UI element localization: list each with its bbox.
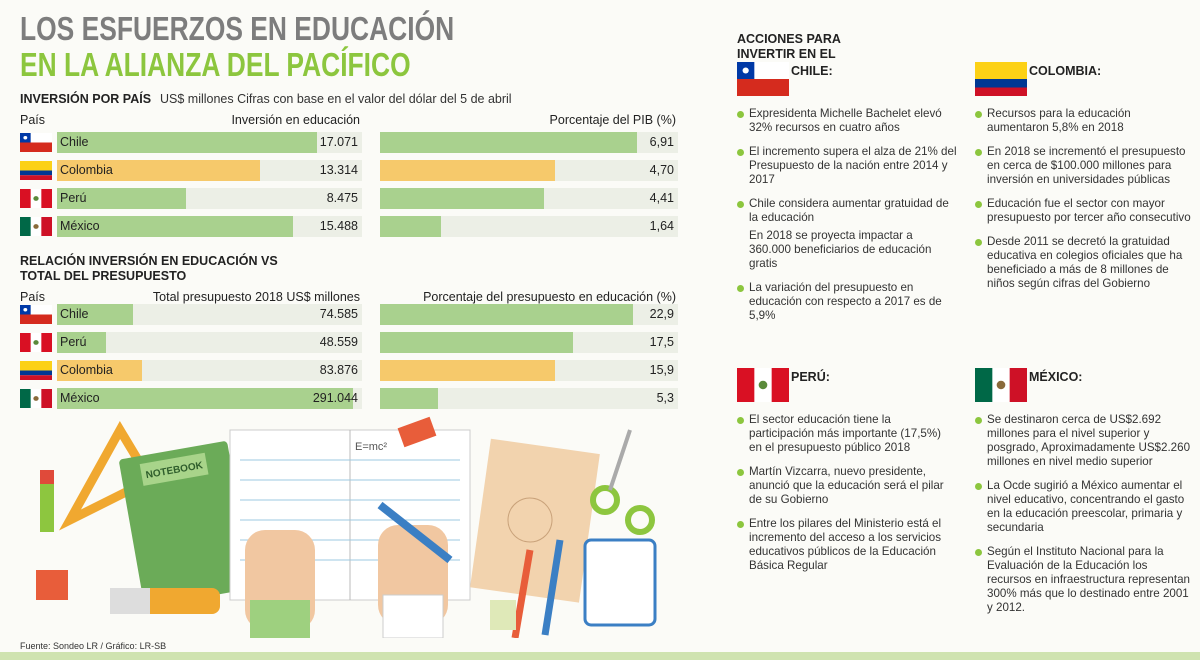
value-label: 83.876 — [319, 363, 358, 377]
action-bullet: Desde 2011 se decretó la gratuidad educa… — [975, 235, 1195, 291]
value-label: 15,9 — [649, 363, 674, 377]
bar — [57, 160, 261, 181]
flag — [20, 189, 52, 208]
bar — [57, 304, 133, 325]
value-label: 22,9 — [649, 307, 674, 321]
bar-track — [57, 304, 362, 325]
value-label: 8.475 — [326, 191, 358, 205]
action-bullet: En 2018 se incrementó el presupuesto en … — [975, 145, 1195, 187]
bar — [57, 388, 353, 409]
title: EN LA ALIANZA DEL PACÍFICO — [20, 46, 411, 83]
value-label: 4,41 — [649, 191, 674, 205]
bar — [380, 332, 574, 353]
country-name: MÉXICO: — [1029, 370, 1083, 384]
title: LOS ESFUERZOS EN EDUCACIÓN — [20, 10, 455, 47]
category-header: País — [20, 290, 46, 304]
flag — [737, 368, 789, 402]
series-header: Inversión en educación — [231, 113, 360, 127]
action-bullet: El incremento supera el alza de 21% del … — [737, 145, 957, 187]
flag — [737, 62, 789, 96]
chart-subtitle: US$ millones Cifras con base en el valor… — [160, 92, 512, 106]
flag — [20, 161, 52, 180]
value-label: 5,3 — [656, 391, 674, 405]
country-actions: Expresidenta Michelle Bachelet elevó 32%… — [737, 107, 959, 333]
value-label: 6,91 — [649, 135, 674, 149]
country-actions: Se destinaron cerca de US$2.692 millones… — [975, 413, 1197, 625]
country-name: CHILE: — [791, 64, 833, 78]
category-label: México — [60, 219, 100, 233]
country-name: PERÚ: — [791, 370, 830, 384]
chart-title: INVERSIÓN POR PAÍS — [20, 92, 152, 106]
action-bullet: La Ocde sugirió a México aumentar el niv… — [975, 479, 1195, 535]
action-bullet: Educación fue el sector con mayor presup… — [975, 197, 1195, 225]
value-label: 1,64 — [649, 219, 674, 233]
bar — [57, 360, 143, 381]
chart-title: RELACIÓN INVERSIÓN EN EDUCACIÓN VS TOTAL… — [20, 254, 278, 283]
flag — [20, 133, 52, 152]
country-name: COLOMBIA: — [1029, 64, 1102, 78]
bar — [380, 160, 556, 181]
value-label: 15.488 — [319, 219, 358, 233]
flag — [20, 333, 52, 352]
bar-track — [380, 216, 678, 237]
value-label: 17.071 — [319, 135, 358, 149]
series-header: Total presupuesto 2018 US$ millones — [152, 290, 360, 304]
action-bullet: El sector educación tiene la participaci… — [737, 413, 957, 455]
value-label: 48.559 — [319, 335, 358, 349]
value-label: 17,5 — [649, 335, 674, 349]
bar — [57, 188, 187, 209]
bar — [380, 360, 556, 381]
value-label: 74.585 — [319, 307, 358, 321]
action-bullet: Recursos para la educación aumentaron 5,… — [975, 107, 1195, 135]
bar-track — [57, 332, 362, 353]
action-note: En 2018 se proyecta impactar a 360.000 b… — [749, 229, 932, 270]
action-bullet: Según el Instituto Nacional para la Eval… — [975, 545, 1195, 615]
flag — [20, 389, 52, 408]
action-bullet: Entre los pilares del Ministerio está el… — [737, 517, 957, 573]
action-bullet: Se destinaron cerca de US$2.692 millones… — [975, 413, 1195, 469]
flag — [20, 305, 52, 324]
series-header: Porcentaje del PIB (%) — [549, 113, 676, 127]
illustration: NOTEBOOK E=mc² — [36, 416, 657, 638]
category-label: Perú — [60, 335, 87, 349]
bar-track — [380, 388, 678, 409]
bar — [380, 216, 442, 237]
category-label: Colombia — [60, 363, 113, 377]
action-bullet: Martín Vizcarra, nuevo presidente, anunc… — [737, 465, 957, 507]
source: Fuente: Sondeo LR / Gráfico: LR-SB — [20, 641, 167, 651]
value-label: 13.314 — [319, 163, 358, 177]
category-label: México — [60, 391, 100, 405]
bar — [380, 188, 545, 209]
category-header: País — [20, 113, 46, 127]
country-actions: El sector educación tiene la participaci… — [737, 413, 959, 583]
flag — [975, 62, 1027, 96]
country-actions: Recursos para la educación aumentaron 5,… — [975, 107, 1197, 301]
category-label: Colombia — [60, 163, 113, 177]
bar — [380, 388, 439, 409]
bar — [380, 304, 633, 325]
bar — [57, 332, 107, 353]
category-label: Perú — [60, 191, 87, 205]
flag — [975, 368, 1027, 402]
bottom-band — [0, 652, 1200, 660]
action-bullet: La variación del presupuesto en educació… — [737, 281, 957, 323]
action-bullet: Expresidenta Michelle Bachelet elevó 32%… — [737, 107, 957, 135]
value-label: 291.044 — [312, 391, 358, 405]
action-bullet: Chile considera aumentar gratuidad de la… — [737, 197, 957, 225]
flag — [20, 217, 52, 236]
category-label: Chile — [60, 307, 89, 321]
value-label: 4,70 — [649, 163, 674, 177]
category-label: Chile — [60, 135, 89, 149]
series-header: Porcentaje del presupuesto en educación … — [423, 290, 676, 304]
bar — [57, 132, 318, 153]
decoration: NOTEBOOK E=mc² — [36, 416, 657, 638]
flag — [20, 361, 52, 380]
formula: E=mc² — [355, 441, 387, 453]
bar — [57, 216, 294, 237]
bar — [380, 132, 638, 153]
